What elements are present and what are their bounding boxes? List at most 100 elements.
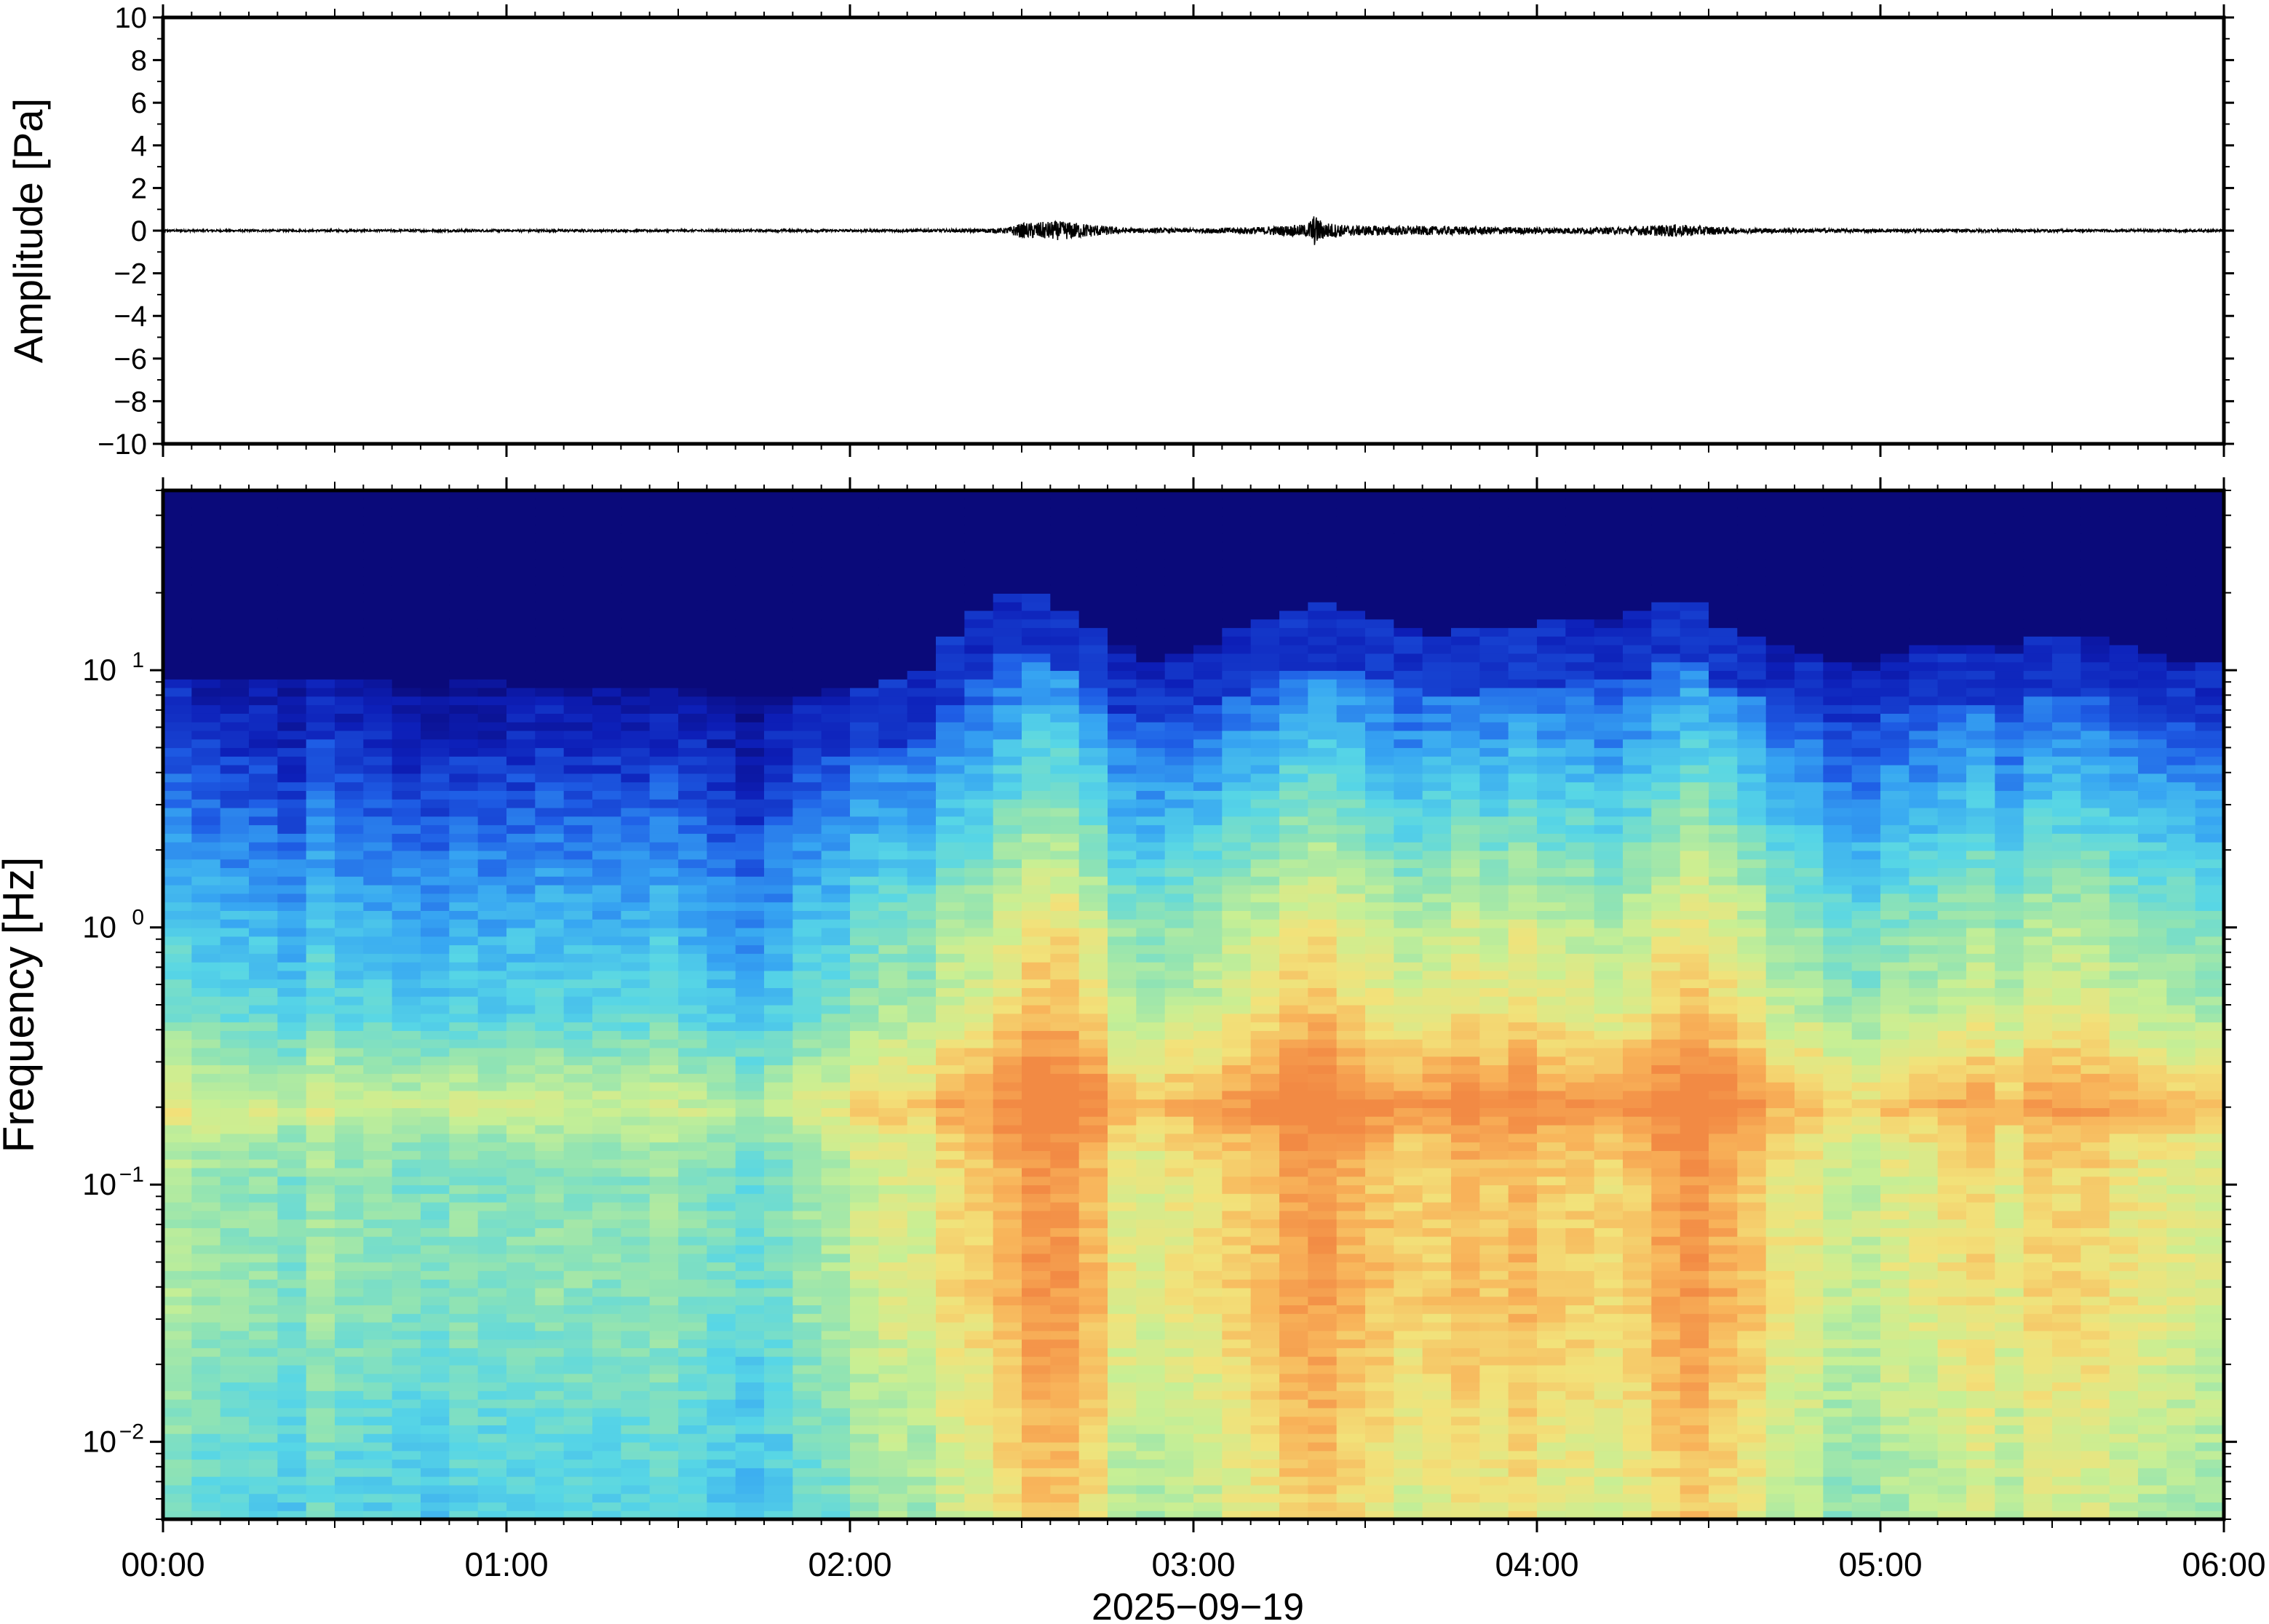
spectrogram-cell xyxy=(993,850,1022,860)
spectrogram-cell xyxy=(850,867,879,877)
spectrogram-cell xyxy=(506,1150,536,1160)
spectrogram-cell xyxy=(191,1356,221,1366)
spectrogram-cell xyxy=(1022,541,1051,552)
spectrogram-cell xyxy=(477,1039,507,1048)
spectrogram-cell xyxy=(1078,876,1108,885)
spectrogram-cell xyxy=(506,996,536,1006)
spectrogram-cell xyxy=(392,688,421,697)
spectrogram-cell xyxy=(220,645,250,654)
spectrogram-cell xyxy=(735,1210,765,1220)
spectrogram-cell xyxy=(850,730,879,740)
spectrogram-cell xyxy=(649,1382,679,1391)
spectrogram-cell xyxy=(1222,1459,1252,1468)
spectrogram-cell xyxy=(592,876,621,885)
spectrogram-cell xyxy=(993,1167,1022,1177)
spectrogram-cell xyxy=(1193,850,1223,860)
spectrogram-cell xyxy=(506,602,536,611)
spectrogram-cell xyxy=(421,653,450,663)
spectrogram-cell xyxy=(993,1425,1022,1434)
spectrogram-cell xyxy=(1193,670,1223,680)
spectrogram-cell xyxy=(1279,688,1308,697)
spectrogram-cell xyxy=(621,490,651,500)
spectrogram-cell xyxy=(249,970,278,980)
spectrogram-cell xyxy=(964,1099,994,1108)
spectrogram-cell xyxy=(1164,910,1194,920)
spectrogram-cell xyxy=(1164,1502,1194,1511)
spectrogram-cell xyxy=(306,507,335,517)
spectrogram-cell xyxy=(1136,1176,1166,1186)
spectrogram-cell xyxy=(1222,807,1252,817)
spectrogram-cell xyxy=(335,1305,364,1314)
spectrogram-cell xyxy=(821,1124,851,1134)
spectrogram-cell xyxy=(821,1356,851,1366)
spectrogram-cell xyxy=(1136,713,1166,723)
spectrogram-cell xyxy=(1250,765,1280,774)
spectrogram-cell xyxy=(421,584,450,594)
spectrogram-cell xyxy=(678,653,707,663)
spectrogram-cell xyxy=(1250,490,1280,500)
spectrogram-cell xyxy=(1193,876,1223,885)
spectrogram-cell xyxy=(735,1364,765,1374)
spectrogram-cell xyxy=(1078,602,1108,611)
spectrogram-cell xyxy=(1250,1262,1280,1271)
spectrogram-cell xyxy=(850,550,879,560)
spectrogram-cell xyxy=(907,1133,937,1143)
spectrogram-cell xyxy=(335,498,364,509)
spectrogram-cell xyxy=(506,1039,536,1048)
spectrogram-cell xyxy=(363,1167,393,1177)
spectrogram-cell xyxy=(1250,1073,1280,1083)
spectrogram-cell xyxy=(678,927,707,937)
spectrogram-cell xyxy=(707,593,736,602)
spectrogram-cell xyxy=(477,1150,507,1160)
spectrogram-cell xyxy=(764,507,793,517)
spectrogram-cell xyxy=(936,1253,965,1263)
spectrogram-cell xyxy=(821,1407,851,1417)
spectrogram-cell xyxy=(764,1373,793,1383)
spectrogram-cell xyxy=(678,893,707,903)
spectrogram-cell xyxy=(1250,636,1280,645)
spectrogram-cell xyxy=(907,516,937,525)
spectrogram-cell xyxy=(506,1502,536,1511)
spectrogram-cell xyxy=(850,568,879,577)
spectrogram-cell xyxy=(907,704,937,714)
spectrogram-cell xyxy=(792,490,822,500)
spectrogram-cell xyxy=(506,1064,536,1074)
spectrogram-cell xyxy=(335,610,364,620)
spectrogram-cell xyxy=(907,1056,937,1066)
spectrogram-cell xyxy=(964,1270,994,1280)
spectrogram-cell xyxy=(907,1270,937,1280)
spectrogram-cell xyxy=(592,498,621,509)
spectrogram-cell xyxy=(707,816,736,826)
spectrogram-cell xyxy=(535,1425,565,1434)
spectrogram-cell xyxy=(735,790,765,800)
spectrogram-cell xyxy=(707,1279,736,1289)
spectrogram-cell xyxy=(477,901,507,911)
spectrogram-cell xyxy=(707,618,736,629)
spectrogram-cell xyxy=(363,533,393,543)
spectrogram-cell xyxy=(792,1047,822,1057)
spectrogram-cell xyxy=(477,1159,507,1169)
spectrogram-cell xyxy=(707,1390,736,1400)
spectrogram-cell xyxy=(1193,747,1223,757)
spectrogram-cell xyxy=(649,584,679,594)
spectrogram-cell xyxy=(1250,1124,1280,1134)
spectrogram-cell xyxy=(249,1022,278,1031)
spectrogram-cell xyxy=(878,1047,908,1057)
spectrogram-cell xyxy=(878,996,908,1006)
spectrogram-cell xyxy=(764,1425,793,1434)
spectrogram-cell xyxy=(363,722,393,731)
spectrogram-cell xyxy=(306,781,335,792)
spectrogram-cell xyxy=(277,799,307,808)
spectrogram-cell xyxy=(363,1459,393,1468)
spectrogram-cell xyxy=(621,1321,651,1332)
spectrogram-cell xyxy=(878,1305,908,1314)
spectrogram-cell xyxy=(850,1382,879,1391)
spectrogram-cell xyxy=(1022,1493,1051,1503)
spectrogram-cell xyxy=(1108,936,1137,946)
spectrogram-cell xyxy=(277,867,307,877)
spectrogram-cell xyxy=(220,1382,250,1391)
spectrogram-cell xyxy=(1050,713,1080,723)
spectrogram-cell xyxy=(306,1450,335,1460)
spectrogram-cell xyxy=(850,833,879,843)
spectrogram-cell xyxy=(936,1210,965,1220)
